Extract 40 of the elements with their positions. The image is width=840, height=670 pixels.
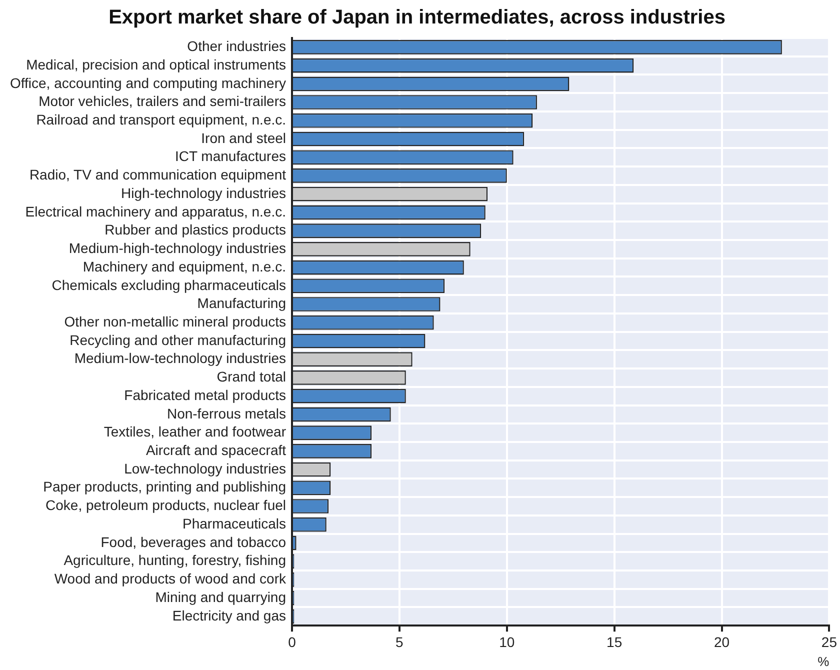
x-tick-label: 25: [821, 634, 838, 650]
x-axis-title: %: [818, 654, 830, 669]
y-tick-label: Pharmaceuticals: [182, 515, 286, 532]
y-tick-label: Iron and steel: [201, 130, 286, 146]
y-tick-label: Machinery and equipment, n.e.c.: [82, 258, 286, 274]
y-tick-label: Electrical machinery and apparatus, n.e.c.: [25, 203, 286, 220]
y-tick-label: Aircraft and spacecraft: [146, 442, 286, 458]
y-tick-label: Radio, TV and communication equipment: [29, 166, 286, 183]
y-tick-label: Grand total: [216, 368, 286, 385]
chart-title: Export market share of Japan in intermediates, across industries: [108, 6, 726, 29]
y-tick-label: Wood and products of wood and cork: [54, 570, 287, 587]
y-tick-label: Medium-low-technology industries: [74, 350, 286, 366]
x-tick-label: 10: [499, 634, 515, 650]
y-tick-label: Textiles, leather and footwear: [104, 424, 286, 440]
x-tick-label: 20: [714, 634, 730, 650]
x-tick-label: 0: [288, 634, 296, 650]
y-tick-label: High-technology industries: [121, 184, 286, 201]
y-tick-label: Food, beverages and tobacco: [100, 534, 286, 550]
y-tick-label: Medium-high-technology industries: [68, 240, 286, 256]
y-tick-label: Other non-metallic mineral products: [64, 313, 286, 330]
y-tick-label: Rubber and plastics products: [104, 222, 286, 238]
y-tick-label: Other industries: [187, 38, 286, 54]
y-tick-label: Paper products, printing and publishing: [43, 478, 286, 495]
y-tick-label: Mining and quarrying: [155, 588, 286, 605]
x-tick-label: 15: [606, 634, 622, 650]
y-tick-label: Medical, precision and optical instruments: [26, 56, 286, 72]
y-tick-label: Railroad and transport equipment, n.e.c.: [36, 111, 286, 128]
y-tick-label: Low-technology industries: [124, 460, 286, 476]
y-tick-label: Chemicals excluding pharmaceuticals: [52, 276, 286, 293]
y-tick-label: ICT manufactures: [174, 148, 286, 164]
y-tick-label: Motor vehicles, trailers and semi-trailers: [38, 93, 286, 110]
y-tick-label: Agriculture, hunting, forestry, fishing: [64, 552, 286, 568]
x-tick-label: 5: [396, 634, 404, 650]
y-tick-label: Fabricated metal products: [124, 386, 286, 403]
y-tick-label: Non-ferrous metals: [166, 405, 286, 422]
y-tick-label: Coke, petroleum products, nuclear fuel: [46, 497, 286, 514]
y-tick-label: Office, accounting and computing machinery: [10, 74, 286, 91]
y-tick-label: Recycling and other manufacturing: [70, 332, 286, 348]
y-tick-label: Electricity and gas: [172, 607, 286, 624]
y-tick-label: Manufacturing: [197, 295, 286, 312]
